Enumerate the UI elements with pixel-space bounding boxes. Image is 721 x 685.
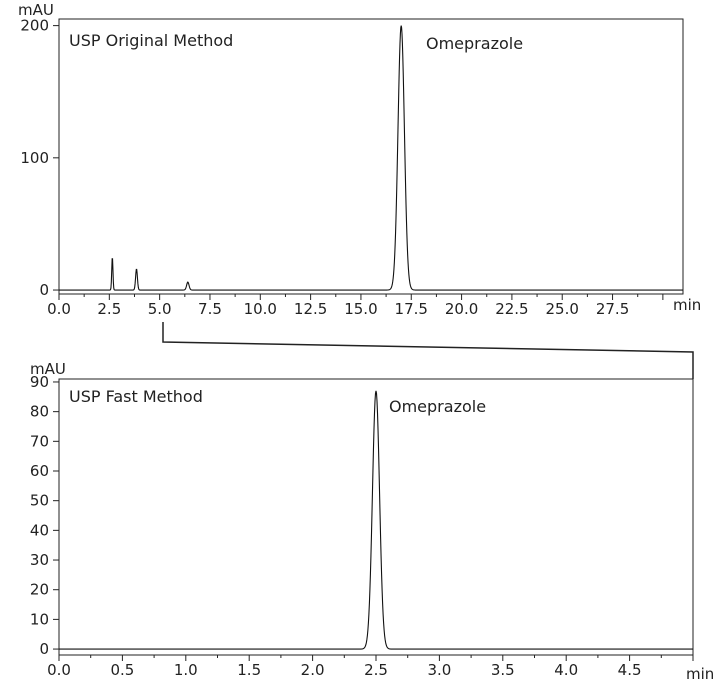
top-x-tick-label: 2.5 [97,300,121,318]
top-y-tick-label: 100 [20,149,49,167]
bottom-y-tick-label: 60 [30,462,49,480]
bottom-peak-label: Omeprazole [389,397,486,416]
top-x-tick-label: 17.5 [395,300,428,318]
top-y-tick-label: 200 [20,17,49,35]
bottom-x-unit-label: min [686,665,714,683]
top-y-unit-label: mAU [18,1,54,19]
top-x-tick-label: 27.5 [596,300,629,318]
top-x-tick-label: 20.0 [445,300,478,318]
bottom-x-tick-label: 4.5 [618,661,642,679]
top-axis-ticks: 0.0 2.5 5.0 7.5 10.0 12.5 15.0 17.5 20.0 22.5 25.0… [20,17,664,318]
bottom-y-tick-label: 10 [30,610,49,628]
bottom-plot-frame [58,378,694,656]
top-x-tick-label: 25.0 [546,300,579,318]
bottom-chromatogram-line [59,390,693,650]
bottom-x-tick-label: 4.0 [554,661,578,679]
top-x-tick-label: 10.0 [244,300,277,318]
bottom-trace [59,390,693,650]
bottom-y-tick-label: 80 [30,403,49,421]
top-y-tick-label: 0 [39,281,49,299]
top-plot-frame [58,18,684,295]
top-chromatogram-line [59,25,683,291]
bottom-y-tick-label: 70 [30,432,49,450]
bottom-x-tick-label: 0.5 [110,661,134,679]
top-x-tick-label: 5.0 [148,300,172,318]
bottom-x-tick-label: 1.5 [237,661,261,679]
bottom-x-tick-label: 3.0 [427,661,451,679]
top-x-tick-label: 12.5 [294,300,327,318]
bottom-x-tick-label: 0.0 [47,661,71,679]
top-trace [59,25,683,291]
bottom-y-tick-label: 40 [30,521,49,539]
bottom-axis-ticks: 0.0 0.5 1.0 1.5 2.0 2.5 3.0 3.5 4.0 4.5 0 10 20 30 40 5… [30,373,694,679]
top-panel: mAU min USP Original Method Omeprazole 0… [18,1,701,318]
bottom-panel: mAU min USP Fast Method Omeprazole 0.0 0.… [30,360,714,683]
top-x-tick-label: 7.5 [198,300,222,318]
top-panel-title: USP Original Method [69,31,233,50]
bottom-x-tick-label: 2.5 [364,661,388,679]
bottom-x-tick-label: 2.0 [301,661,325,679]
bottom-y-tick-label: 50 [30,492,49,510]
bottom-x-tick-label: 3.5 [491,661,515,679]
top-x-unit-label: min [673,296,701,314]
bottom-y-tick-label: 90 [30,373,49,391]
top-peak-label: Omeprazole [426,34,523,53]
zoom-connector-line [162,322,694,379]
top-x-tick-label: 22.5 [495,300,528,318]
top-x-tick-label: 15.0 [344,300,377,318]
bottom-panel-title: USP Fast Method [69,387,203,406]
bottom-y-tick-label: 20 [30,581,49,599]
bottom-y-unit-label: mAU [30,360,66,378]
bottom-x-tick-label: 1.0 [174,661,198,679]
top-x-tick-label: 0.0 [47,300,71,318]
bottom-y-tick-label: 30 [30,551,49,569]
bottom-y-tick-label: 0 [39,640,49,658]
